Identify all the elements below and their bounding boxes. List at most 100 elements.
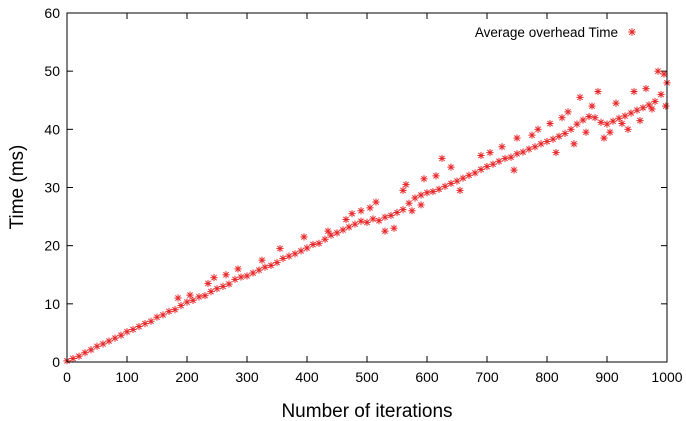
- data-point: [225, 280, 233, 288]
- data-point: [561, 129, 569, 138]
- data-point: [237, 273, 245, 281]
- data-point: [420, 175, 428, 183]
- data-point: [372, 198, 380, 206]
- data-point: [363, 218, 371, 226]
- plot-area-frame: [66, 12, 668, 363]
- x-tick-label: 900: [595, 369, 619, 385]
- data-point: [231, 275, 239, 284]
- data-point: [222, 271, 230, 279]
- data-point: [543, 137, 551, 146]
- data-point: [369, 215, 377, 223]
- data-point: [486, 149, 494, 157]
- data-point: [297, 247, 305, 255]
- legend: Average overhead Time: [475, 25, 636, 40]
- data-point: [357, 217, 365, 225]
- data-point: [174, 294, 182, 302]
- data-point: [441, 182, 449, 190]
- data-point: [528, 131, 536, 139]
- y-tick-label: 10: [44, 296, 60, 312]
- data-point: [495, 157, 503, 165]
- data-point: [303, 244, 311, 252]
- data-point: [333, 229, 341, 237]
- y-tick-label: 0: [52, 354, 60, 370]
- data-point: [111, 334, 119, 342]
- data-point: [435, 185, 443, 193]
- data-point: [555, 132, 563, 140]
- y-tick-labels: 0 10 20 30 40 50 60: [44, 5, 60, 370]
- data-point: [300, 233, 308, 241]
- data-point: [204, 279, 212, 288]
- y-tick-label: 50: [44, 63, 60, 79]
- data-point: [165, 307, 173, 315]
- data-point: [171, 306, 179, 314]
- data-point: [627, 109, 635, 117]
- data-point: [558, 114, 566, 122]
- data-point: [447, 163, 455, 171]
- data-point: [615, 114, 623, 122]
- data-point: [621, 112, 629, 120]
- data-point: [471, 169, 479, 177]
- data-point: [648, 105, 656, 113]
- data-point: [183, 298, 191, 306]
- data-point: [489, 160, 497, 168]
- data-point: [153, 313, 161, 321]
- data-point: [327, 231, 335, 239]
- data-point: [105, 337, 113, 345]
- axis-ticks: [66, 12, 668, 363]
- data-point: [624, 125, 632, 133]
- data-point: [591, 114, 599, 122]
- data-point: [429, 187, 437, 196]
- data-point: [324, 227, 332, 235]
- data-point: [657, 90, 665, 99]
- x-tick-labels: 0 100 200 300 400 500 600 700 800 900 1000: [63, 369, 683, 385]
- data-point: [375, 217, 383, 225]
- x-axis-title: Number of iterations: [281, 401, 452, 421]
- data-point: [618, 119, 626, 128]
- data-point: [399, 186, 407, 195]
- data-point: [69, 354, 77, 363]
- data-point: [321, 235, 329, 243]
- data-point: [537, 140, 545, 148]
- y-tick-label: 30: [44, 180, 60, 196]
- data-point: [315, 239, 323, 247]
- data-point: [135, 322, 143, 331]
- data-point: [357, 207, 365, 215]
- x-tick-label: 1000: [651, 369, 682, 385]
- data-point: [258, 256, 266, 264]
- data-point: [129, 325, 137, 334]
- x-tick-label: 500: [355, 369, 379, 385]
- data-point: [276, 244, 284, 253]
- data-point: [549, 135, 557, 143]
- data-point: [651, 97, 659, 106]
- x-tick-label: 100: [115, 369, 139, 385]
- data-point: [387, 211, 395, 220]
- data-point: [594, 87, 602, 96]
- data-point: [573, 120, 581, 128]
- data-point: [447, 179, 455, 188]
- data-point: [576, 93, 584, 101]
- data-point: [408, 207, 416, 215]
- data-point: [285, 252, 293, 260]
- data-point: [249, 269, 257, 277]
- data-point: [438, 154, 446, 163]
- data-point: [381, 213, 389, 221]
- data-point: [213, 285, 221, 293]
- data-point: [186, 291, 194, 299]
- data-point: [195, 293, 203, 301]
- data-point: [534, 125, 542, 133]
- data-point: [201, 292, 209, 300]
- data-point: [633, 106, 641, 114]
- data-point: [630, 87, 638, 96]
- data-point: [366, 204, 374, 212]
- data-point: [219, 282, 227, 290]
- data-point: [606, 128, 614, 136]
- data-point: [417, 191, 425, 199]
- data-point: [510, 166, 518, 174]
- data-point: [525, 145, 533, 153]
- data-point: [612, 99, 620, 107]
- data-point: [582, 128, 590, 136]
- data-point: [342, 215, 350, 224]
- data-point: [345, 223, 353, 231]
- data-point: [432, 172, 440, 180]
